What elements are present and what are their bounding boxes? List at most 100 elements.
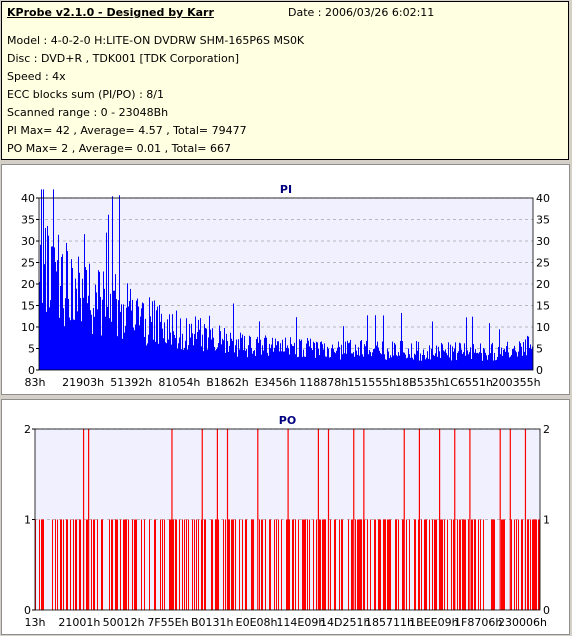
pi-bar <box>385 359 386 370</box>
pi-bar <box>401 312 402 370</box>
po-bar <box>170 519 171 610</box>
po-bar <box>492 519 493 610</box>
pi-bar <box>335 353 336 370</box>
pi-bar <box>62 254 63 370</box>
po-bar-peak <box>418 429 420 610</box>
pi-bar <box>182 333 183 370</box>
po-bar <box>136 519 137 610</box>
po-bar <box>493 519 494 610</box>
pi-bar <box>40 244 41 370</box>
po-bar <box>425 519 426 610</box>
chart-title: PI <box>280 183 292 196</box>
po-bar <box>194 519 195 610</box>
pi-bar <box>353 352 354 370</box>
po-bar <box>324 519 325 610</box>
po-bar <box>289 519 290 610</box>
pi-bar <box>511 355 512 370</box>
po-bar <box>76 519 77 610</box>
po-bar <box>521 519 522 610</box>
po-bar <box>73 519 74 610</box>
po-bar <box>169 519 170 610</box>
y-tick-label-left: 20 <box>21 278 35 291</box>
pi-bar <box>371 356 372 370</box>
pi-bar <box>194 333 195 370</box>
pi-bar <box>528 336 529 370</box>
pi-bar <box>504 348 505 370</box>
po-bar <box>352 519 353 610</box>
po-bar <box>123 519 124 610</box>
pi-bar <box>505 351 506 370</box>
pi-bar <box>211 339 212 370</box>
pi-bar <box>497 356 498 370</box>
pi-bar <box>287 345 288 370</box>
pi-bar <box>77 311 78 370</box>
pi-bar <box>133 327 134 370</box>
pi-bar <box>447 355 448 370</box>
pi-bar <box>118 300 119 370</box>
pi-bar <box>414 353 415 370</box>
y-tick-label-right: 25 <box>536 257 550 270</box>
po-bar <box>462 519 463 610</box>
pi-bar <box>294 342 295 370</box>
po-bar <box>522 519 523 610</box>
po-bar <box>359 519 360 610</box>
po-bar <box>80 519 81 610</box>
pi-bar <box>50 300 51 370</box>
pi-bar <box>177 348 178 370</box>
pi-bar <box>131 310 132 370</box>
x-tick-label: E3456h <box>255 376 297 389</box>
y-tick-label-right: 5 <box>536 343 543 356</box>
pi-bar <box>378 347 379 370</box>
pi-bar <box>336 350 337 370</box>
po-bar-peak <box>509 429 511 610</box>
po-bar-peak <box>257 429 259 610</box>
pi-bar <box>234 352 235 370</box>
pi-bar <box>363 356 364 370</box>
pi-bar <box>462 354 463 370</box>
po-bar <box>184 519 185 610</box>
pi-bar <box>106 232 107 370</box>
po-bar <box>179 519 180 610</box>
pi-bar <box>464 343 465 370</box>
pi-bar <box>144 337 145 370</box>
pi-bar <box>409 354 410 370</box>
po-bar <box>528 519 529 610</box>
pi-bar <box>229 345 230 370</box>
pi-bar <box>102 299 103 370</box>
po-bar <box>262 519 263 610</box>
x-tick-label: 1F8706h <box>454 616 502 629</box>
pi-bar <box>473 344 474 370</box>
x-tick-label: 7F55Eh <box>147 616 188 629</box>
po-bar <box>334 519 335 610</box>
po-summary-line: PO Max= 2 , Average= 0.01 , Total= 667 <box>7 142 231 155</box>
pi-bar <box>380 353 381 370</box>
po-bar-peak <box>317 429 319 610</box>
pi-bar <box>59 317 60 370</box>
po-bar <box>281 519 282 610</box>
po-bar <box>387 519 388 610</box>
pi-bar <box>389 358 390 370</box>
po-bar <box>229 519 230 610</box>
x-tick-label: 230006h <box>498 616 547 629</box>
pi-bar <box>305 356 306 370</box>
pi-bar <box>151 322 152 370</box>
pi-bar <box>485 352 486 370</box>
pi-bar <box>155 341 156 370</box>
pi-bar <box>240 332 241 370</box>
x-tick-label: 81054h <box>158 376 200 389</box>
pi-bar <box>295 354 296 370</box>
pi-bar <box>375 315 376 370</box>
x-tick-label: 14D251h <box>320 616 370 629</box>
pi-bar <box>407 357 408 370</box>
pi-bar <box>415 354 416 370</box>
pi-bar <box>484 349 485 370</box>
pi-bar <box>341 344 342 370</box>
pi-bar <box>44 264 45 370</box>
pi-bar <box>174 334 175 370</box>
pi-bar <box>491 344 492 370</box>
pi-bar <box>422 354 423 370</box>
po-bar <box>215 519 216 610</box>
pi-bar <box>433 354 434 370</box>
pi-bar <box>454 348 455 370</box>
pi-bar <box>366 340 367 370</box>
